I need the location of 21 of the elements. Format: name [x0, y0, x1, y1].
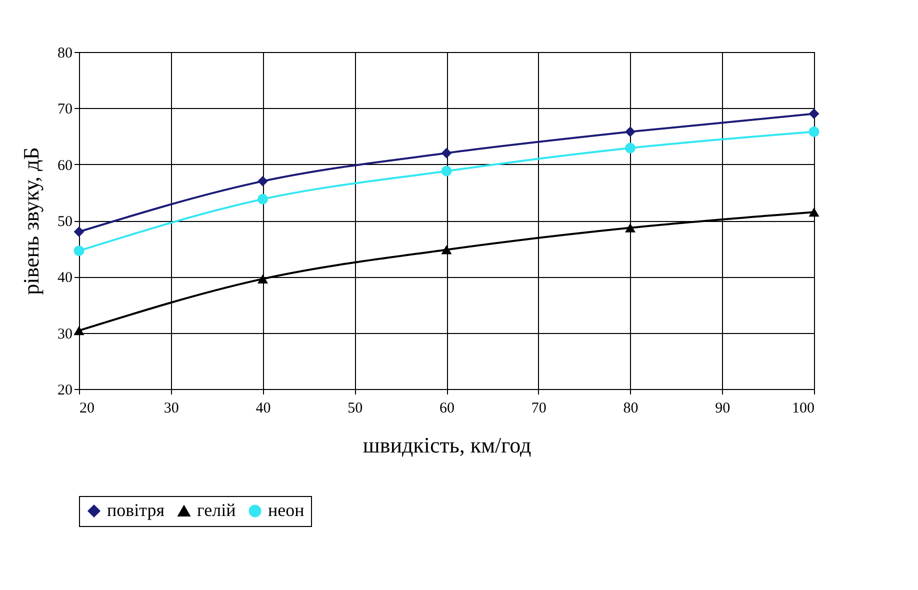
y-tick-label: 70	[58, 102, 72, 118]
y-tick-label: 50	[58, 214, 72, 230]
y-tick-label: 40	[58, 270, 72, 286]
y-tick-label: 60	[58, 158, 72, 174]
y-axis-title: рівень звуку, дБ	[18, 147, 44, 295]
y-tick-label: 20	[58, 382, 72, 398]
x-tick-label: 90	[715, 400, 730, 416]
x-tick-label: 70	[531, 400, 546, 416]
x-tick-label: 30	[164, 400, 179, 416]
legend-label: гелій	[197, 500, 236, 520]
x-tick-label: 20	[80, 400, 94, 416]
x-axis-title: швидкість, км/год	[362, 432, 532, 458]
x-tick-label: 100	[792, 400, 814, 416]
y-tick-label: 30	[58, 326, 72, 342]
x-tick-label: 60	[440, 400, 454, 416]
legend-label: повітря	[107, 500, 164, 520]
x-tick-label: 50	[348, 400, 363, 416]
legend-label: неон	[268, 500, 305, 520]
x-tick-label: 40	[256, 400, 271, 416]
x-tick-label: 80	[623, 400, 638, 416]
y-tick-label: 80	[58, 46, 72, 62]
